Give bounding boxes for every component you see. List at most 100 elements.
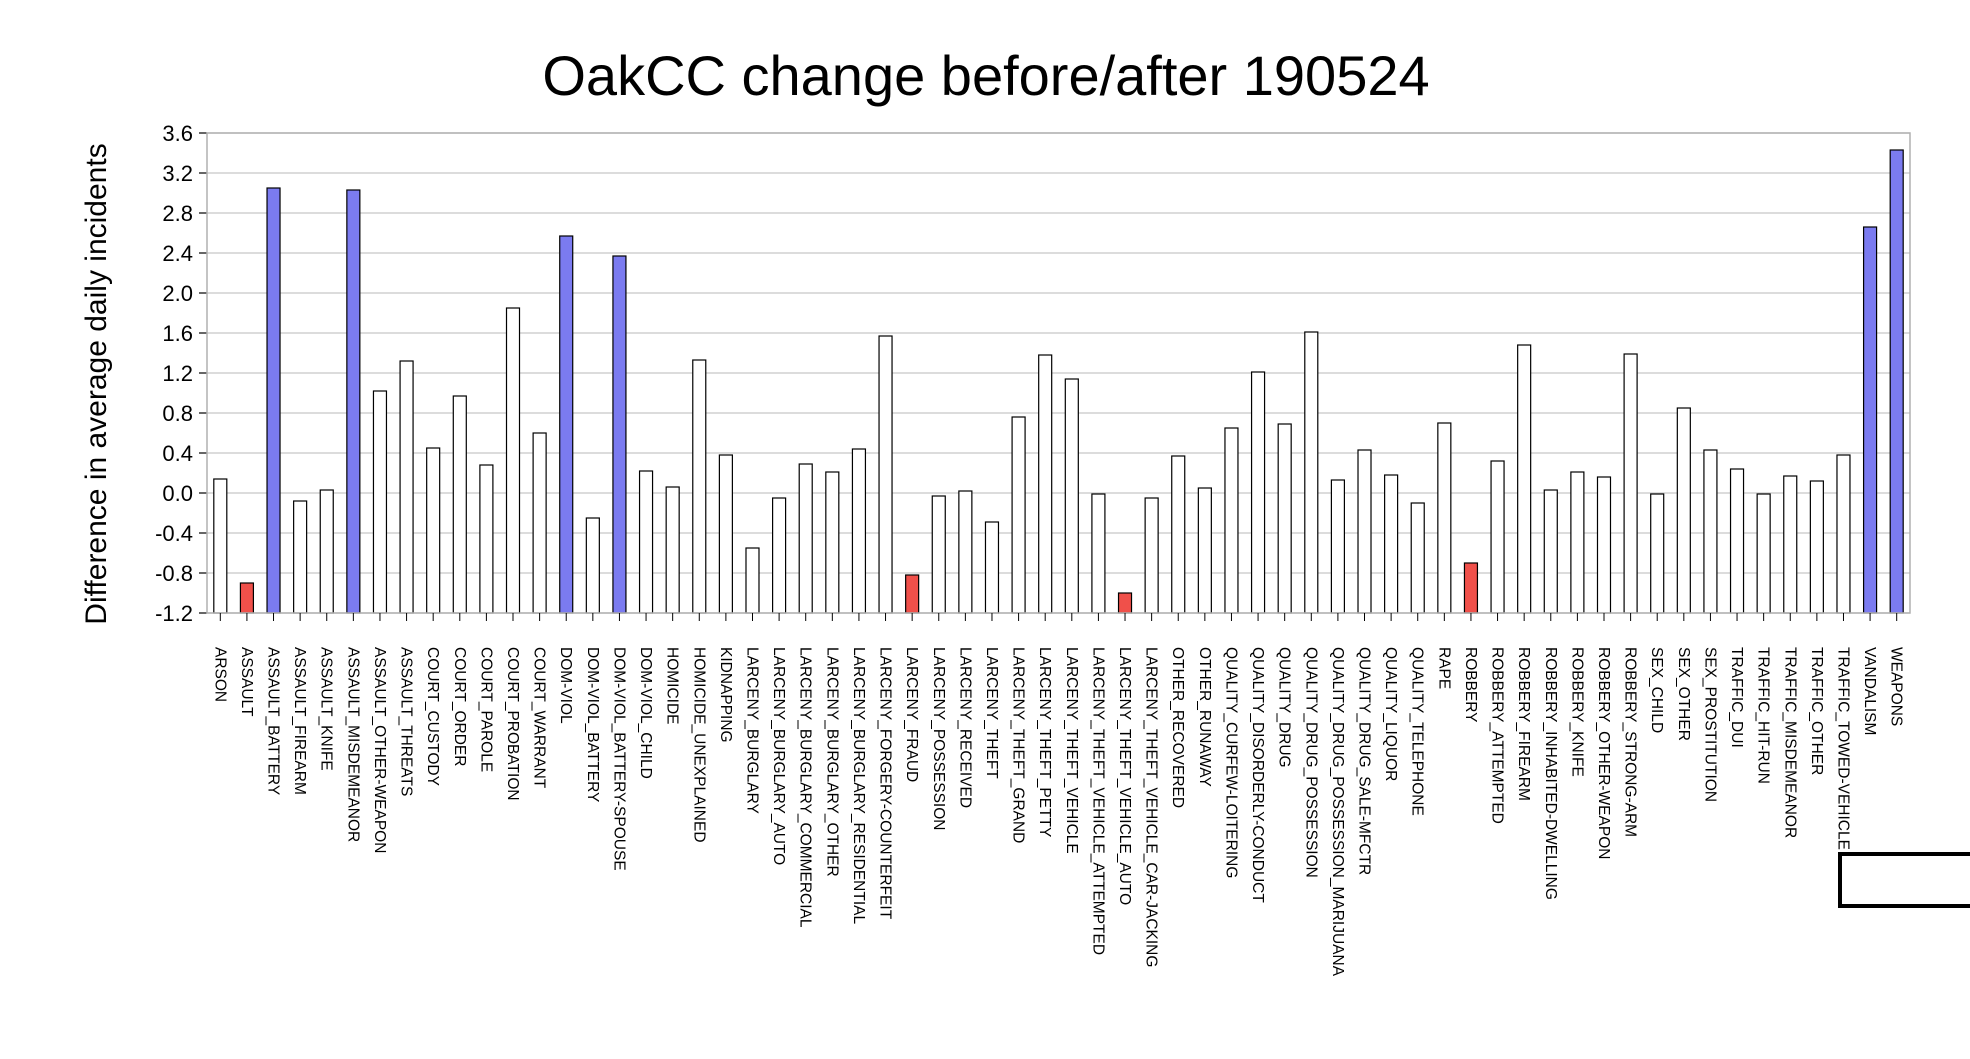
x-tick-label: LARCENY_THEFT_VEHICLE_CAR-JACKING bbox=[1143, 647, 1160, 967]
x-tick-label: HOMICIDE bbox=[664, 647, 681, 725]
bar-assault_misdemeanor bbox=[346, 189, 361, 614]
bar-dom-viol_child bbox=[638, 470, 654, 614]
x-tick-label: QUALITY_DISORDERLY-CONDUCT bbox=[1249, 647, 1266, 903]
x-tick-label: LARCENY_THEFT_VEHICLE_ATTEMPTED bbox=[1089, 647, 1106, 955]
bar-robbery bbox=[1463, 562, 1479, 614]
bar-assault bbox=[239, 582, 255, 614]
bar-traffic_dui bbox=[1729, 468, 1745, 614]
bar-larceny_possession bbox=[931, 495, 946, 614]
y-axis-ticks: 3.6 3.2 2.8 2.4 2.0 1.6 1.2 0.8 0.4 0.0 -0.4 -0.8 -1… bbox=[155, 121, 207, 626]
x-tick-label: RAPE bbox=[1435, 647, 1452, 689]
bar-traffic_other bbox=[1809, 480, 1824, 614]
bar-court_probation bbox=[505, 307, 521, 614]
x-tick-label: DOM-VIOL_CHILD bbox=[637, 647, 654, 779]
bar-larceny_theft_vehicle bbox=[1064, 378, 1079, 614]
bar-larceny_burglary_residential bbox=[851, 448, 867, 614]
x-tick-label: ARSON bbox=[211, 647, 228, 702]
bar-homicide_unexplained bbox=[692, 359, 707, 614]
x-tick-label: LARCENY_THEFT_GRAND bbox=[1010, 647, 1027, 843]
bar-robbery_firearm bbox=[1517, 344, 1532, 614]
bar-dom-viol bbox=[559, 235, 574, 614]
x-tick-label: COURT_CUSTODY bbox=[424, 647, 441, 786]
x-tick-label: OTHER_RECOVERED bbox=[1169, 647, 1186, 808]
x-tick-label: ROBBERY_ATTEMPTED bbox=[1489, 647, 1506, 824]
bar-homicide bbox=[665, 486, 680, 614]
bar-quality_disorderly-conduct bbox=[1250, 371, 1266, 614]
x-tick-label: LARCENY_RECEIVED bbox=[956, 647, 973, 808]
y-tick-label: 1.6 bbox=[162, 321, 193, 346]
bar-quality_telephone bbox=[1410, 502, 1425, 614]
y-tick-label: 0.4 bbox=[162, 441, 193, 466]
x-tick-label: KIDNAPPING bbox=[717, 647, 734, 743]
x-tick-label: LARCENY_BURGLARY_OTHER bbox=[823, 647, 840, 877]
bar-assault_firearm bbox=[293, 500, 308, 614]
x-tick-label: DOM-VIOL_BATTERY-SPOUSE bbox=[610, 647, 627, 871]
chart-title: OakCC change before/after 190524 bbox=[542, 44, 1429, 107]
bar-larceny_theft_vehicle_car-jacking bbox=[1144, 497, 1159, 614]
bar-other_recovered bbox=[1171, 455, 1186, 614]
x-tick-label: ROBBERY bbox=[1462, 647, 1479, 723]
x-tick-label: SEX_OTHER bbox=[1675, 647, 1692, 741]
y-tick-label: -0.8 bbox=[155, 561, 193, 586]
bar-court_warrant bbox=[532, 432, 547, 614]
bar-robbery_knife bbox=[1570, 471, 1585, 614]
x-tick-label: TRAFFIC_MISDEMEANOR bbox=[1781, 647, 1798, 838]
y-tick-label: 1.2 bbox=[162, 361, 193, 386]
x-tick-label: ASSAULT_BATTERY bbox=[265, 647, 282, 795]
x-tick-label: QUALITY_DRUG_SALE-MFCTR bbox=[1356, 647, 1373, 875]
bar-larceny_theft_vehicle_attempted bbox=[1091, 493, 1106, 614]
bar-assault_other-weapon bbox=[372, 390, 388, 614]
bar-sex_prostitution bbox=[1703, 449, 1718, 614]
bar-sex_other bbox=[1676, 407, 1691, 614]
bar-kidnapping bbox=[718, 454, 733, 614]
bar-larceny_theft_petty bbox=[1038, 354, 1053, 614]
x-tick-label: WEAPONS bbox=[1888, 647, 1905, 726]
x-tick-label: COURT_ORDER bbox=[451, 647, 468, 766]
x-tick-label: LARCENY_THEFT_VEHICLE_AUTO bbox=[1116, 647, 1133, 905]
x-tick-label: COURT_WARRANT bbox=[531, 647, 548, 789]
x-tick-label: ASSAULT_OTHER-WEAPON bbox=[371, 647, 388, 853]
x-tick-label: TRAFFIC_DUI bbox=[1728, 647, 1745, 748]
x-tick-label: ROBBERY_KNIFE bbox=[1568, 647, 1585, 777]
bar-other_runaway bbox=[1197, 487, 1212, 614]
x-tick-label: QUALITY_DRUG_POSSESSION bbox=[1302, 647, 1319, 878]
x-tick-label: QUALITY_DRUG bbox=[1276, 647, 1293, 768]
x-tick-label: DOM-VIOL bbox=[557, 647, 574, 724]
bar-robbery_attempted bbox=[1490, 460, 1505, 614]
x-tick-label: OTHER_RUNAWAY bbox=[1196, 647, 1213, 787]
y-tick-label: 0.8 bbox=[162, 401, 193, 426]
bar-larceny_fraud bbox=[905, 574, 920, 614]
x-tick-label: SEX_PROSTITUTION bbox=[1701, 647, 1718, 802]
bar-court_order bbox=[452, 395, 467, 614]
x-tick-label: QUALITY_DRUG_POSSESSION_MARIJUANA bbox=[1329, 647, 1346, 977]
bar-larceny_theft bbox=[984, 521, 1000, 614]
bar-larceny_burglary_other bbox=[825, 471, 840, 614]
bar-assault_knife bbox=[319, 489, 334, 614]
bar-assault_threats bbox=[399, 360, 414, 614]
x-tick-label: LARCENY_FORGERY-COUNTERFEIT bbox=[877, 647, 894, 920]
bar-robbery_inhabited-dwelling bbox=[1543, 489, 1558, 614]
x-tick-label: ROBBERY_INHABITED-DWELLING bbox=[1542, 647, 1559, 900]
y-tick-label: -0.4 bbox=[155, 521, 193, 546]
x-tick-label: TRAFFIC_TOWED-VEHICLE bbox=[1834, 647, 1851, 850]
y-tick-label: -1.2 bbox=[155, 601, 193, 626]
y-tick-label: 3.2 bbox=[162, 161, 193, 186]
bar-assault_battery bbox=[266, 187, 281, 614]
plot-frame bbox=[206, 132, 1911, 614]
bar-vandalism bbox=[1862, 226, 1878, 614]
x-tick-label: ROBBERY_STRONG-ARM bbox=[1622, 647, 1639, 837]
x-tick-label: LARCENY_BURGLARY bbox=[743, 647, 760, 814]
bar-larceny_burglary_commercial bbox=[798, 463, 813, 614]
bar-court_parole bbox=[479, 464, 494, 614]
x-tick-label: COURT_PAROLE bbox=[477, 647, 494, 772]
bar-quality_liquor bbox=[1384, 474, 1399, 614]
x-tick-label: ASSAULT_MISDEMEANOR bbox=[344, 647, 361, 842]
y-tick-label: 2.8 bbox=[162, 201, 193, 226]
x-tick-label: LARCENY_THEFT_PETTY bbox=[1036, 647, 1053, 837]
x-tick-label: QUALITY_LIQUOR bbox=[1382, 647, 1399, 781]
bar-larceny_burglary_auto bbox=[772, 497, 787, 614]
x-tick-label: ROBBERY_FIREARM bbox=[1515, 647, 1532, 801]
bar-dom-viol_battery-spouse bbox=[612, 255, 627, 614]
